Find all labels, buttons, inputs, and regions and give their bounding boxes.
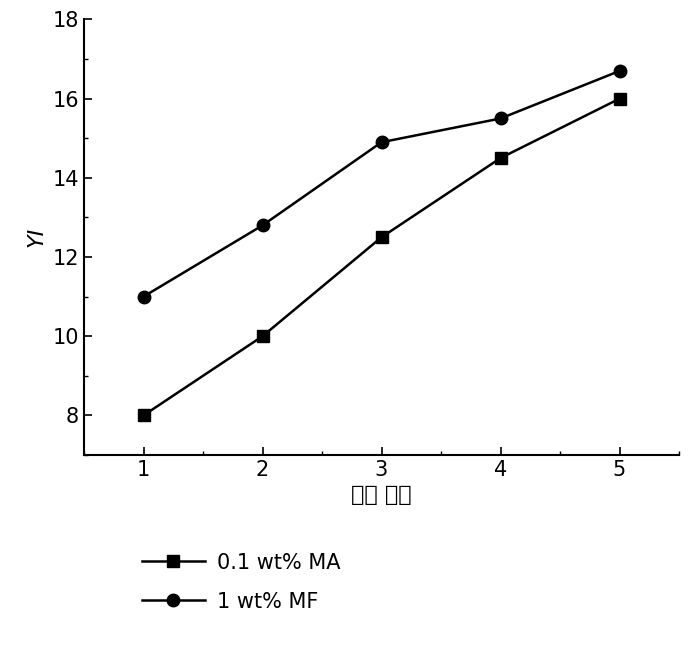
Legend: 0.1 wt% MA, 1 wt% MF: 0.1 wt% MA, 1 wt% MF: [142, 552, 340, 612]
Y-axis label: YI: YI: [27, 227, 47, 248]
X-axis label: 加工 次数: 加工 次数: [351, 486, 412, 506]
